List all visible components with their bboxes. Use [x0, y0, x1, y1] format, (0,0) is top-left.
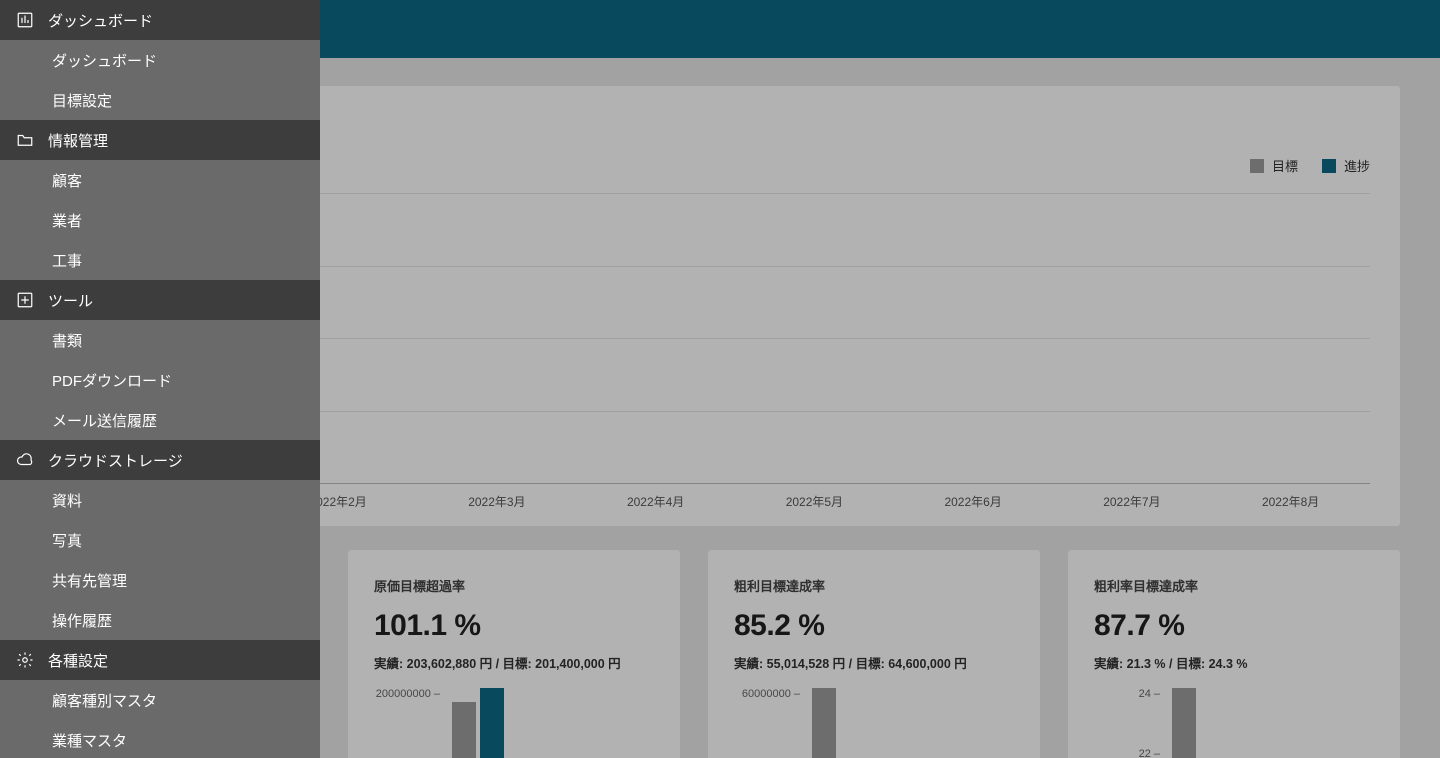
nav-item[interactable]: 目標設定	[0, 80, 320, 120]
nav-item-label: 業種マスタ	[52, 730, 127, 751]
folder-icon	[16, 131, 34, 149]
nav-item-label: 写真	[52, 530, 82, 551]
nav-section-label: ツール	[48, 290, 93, 311]
nav-item[interactable]: 写真	[0, 520, 320, 560]
nav-item-label: 共有先管理	[52, 570, 127, 591]
nav-section-tool[interactable]: ツール	[0, 280, 320, 320]
nav-item[interactable]: 業種マスタ	[0, 720, 320, 758]
nav-item[interactable]: 共有先管理	[0, 560, 320, 600]
nav-section-folder[interactable]: 情報管理	[0, 120, 320, 160]
nav-item-label: 顧客種別マスタ	[52, 690, 157, 711]
nav-section-label: ダッシュボード	[48, 10, 153, 31]
dashboard-icon	[16, 11, 34, 29]
nav-item-label: 操作履歴	[52, 610, 112, 631]
nav-section-gear[interactable]: 各種設定	[0, 640, 320, 680]
nav-item[interactable]: 資料	[0, 480, 320, 520]
nav-item[interactable]: 顧客	[0, 160, 320, 200]
nav-item[interactable]: 操作履歴	[0, 600, 320, 640]
nav-section-cloud[interactable]: クラウドストレージ	[0, 440, 320, 480]
nav-section-label: 各種設定	[48, 650, 108, 671]
nav-item[interactable]: メール送信履歴	[0, 400, 320, 440]
nav-item-label: 資料	[52, 490, 82, 511]
nav-item-label: 目標設定	[52, 90, 112, 111]
nav-section-dashboard[interactable]: ダッシュボード	[0, 0, 320, 40]
nav-item[interactable]: 書類	[0, 320, 320, 360]
nav-item-label: メール送信履歴	[52, 410, 157, 431]
nav-section-label: クラウドストレージ	[48, 450, 183, 471]
nav-item-label: PDFダウンロード	[52, 370, 172, 391]
nav-item[interactable]: 顧客種別マスタ	[0, 680, 320, 720]
nav-item-label: 書類	[52, 330, 82, 351]
nav-item[interactable]: PDFダウンロード	[0, 360, 320, 400]
nav-item-label: ダッシュボード	[52, 50, 157, 71]
nav-item[interactable]: 業者	[0, 200, 320, 240]
nav-item-label: 業者	[52, 210, 82, 231]
sidebar-nav: ダッシュボードダッシュボード目標設定情報管理顧客業者工事ツール書類PDFダウンロ…	[0, 0, 320, 758]
tool-icon	[16, 291, 34, 309]
nav-item-label: 工事	[52, 250, 82, 271]
cloud-icon	[16, 451, 34, 469]
nav-item[interactable]: 工事	[0, 240, 320, 280]
gear-icon	[16, 651, 34, 669]
nav-item[interactable]: ダッシュボード	[0, 40, 320, 80]
nav-item-label: 顧客	[52, 170, 82, 191]
nav-section-label: 情報管理	[48, 130, 108, 151]
